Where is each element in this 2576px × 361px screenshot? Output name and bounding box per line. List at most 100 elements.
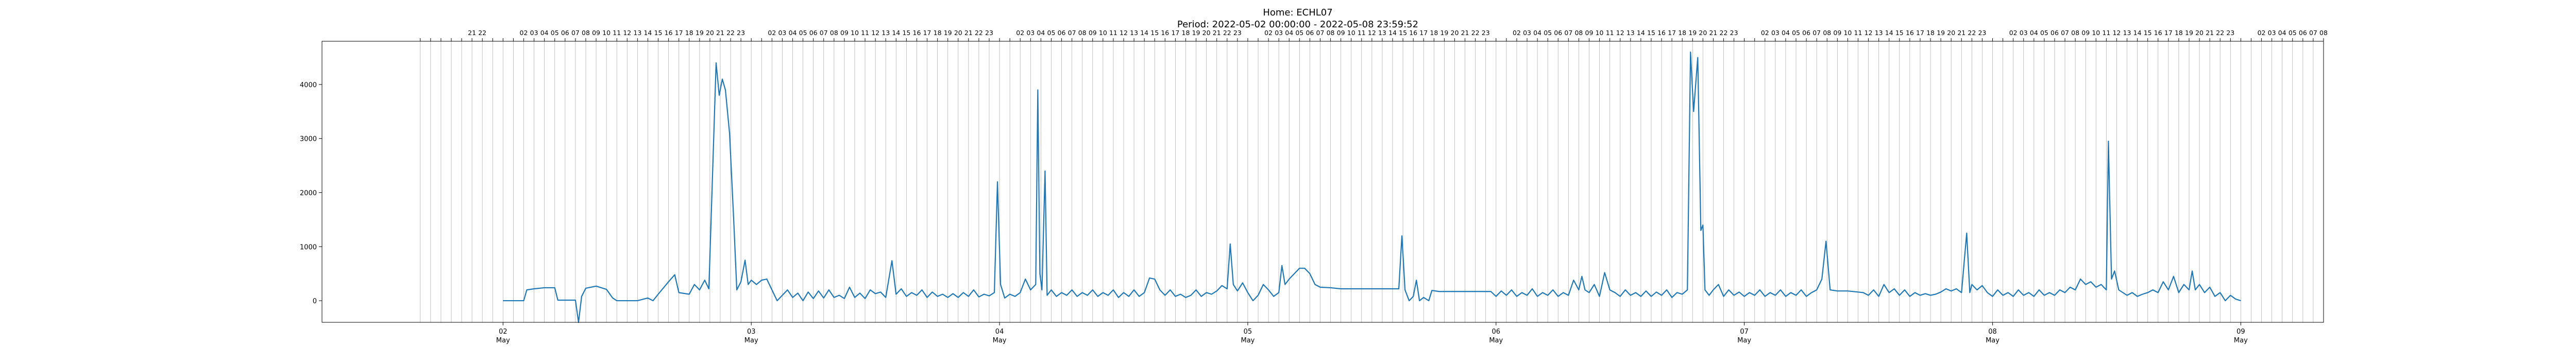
top-tick-label: 18: [2175, 29, 2183, 37]
top-tick-label: 17: [1419, 29, 1428, 37]
top-tick-label: 06: [1802, 29, 1810, 37]
top-tick-label: 18: [1182, 29, 1190, 37]
top-tick-label: 11: [1606, 29, 1614, 37]
chart-subtitle: Period: 2022-05-02 00:00:00 - 2022-05-08…: [1177, 19, 1418, 30]
top-tick-label: 07: [1564, 29, 1572, 37]
top-tick-label: 21: [1709, 29, 1717, 37]
top-tick-label: 23: [1978, 29, 1986, 37]
top-tick-label: 09: [592, 29, 600, 37]
top-tick-label: 12: [1368, 29, 1376, 37]
top-tick-label: 11: [2102, 29, 2110, 37]
top-tick-label: 08: [2071, 29, 2079, 37]
top-tick-label: 15: [2144, 29, 2152, 37]
top-tick-label: 22: [726, 29, 735, 37]
top-tick-label: 18: [934, 29, 942, 37]
top-tick-label: 19: [1192, 29, 1200, 37]
top-tick-label: 02: [2009, 29, 2018, 37]
top-tick-label: 20: [1202, 29, 1211, 37]
top-tick-label: 13: [882, 29, 890, 37]
top-tick-label: 05: [551, 29, 559, 37]
top-tick-label: 08: [1327, 29, 1335, 37]
y-tick-label: 1000: [300, 243, 317, 251]
top-tick-label: 21: [716, 29, 724, 37]
top-tick-label: 03: [2268, 29, 2276, 37]
y-tick-label: 2000: [300, 189, 317, 197]
top-tick-label: 11: [1854, 29, 1862, 37]
top-tick-label: 04: [789, 29, 797, 37]
top-tick-label: 15: [902, 29, 910, 37]
top-tick-label: 05: [2040, 29, 2048, 37]
top-tick-label: 15: [654, 29, 663, 37]
top-tick-label: 20: [1947, 29, 1955, 37]
top-tick-label: 06: [1554, 29, 1562, 37]
top-tick-label: 09: [840, 29, 849, 37]
top-tick-label: 03: [1523, 29, 1531, 37]
top-tick-label: 05: [1792, 29, 1800, 37]
top-tick-label: 06: [1306, 29, 1314, 37]
top-tick-label: 18: [1926, 29, 1935, 37]
top-tick-label: 09: [1089, 29, 1097, 37]
top-tick-label: 04: [1782, 29, 1790, 37]
top-tick-label: 02: [1761, 29, 1769, 37]
x-tick-day-label: 09: [2236, 328, 2245, 336]
top-tick-label: 08: [582, 29, 590, 37]
top-tick-label: 03: [1026, 29, 1035, 37]
top-tick-label: 18: [1678, 29, 1686, 37]
top-tick-label: 15: [1895, 29, 1904, 37]
top-tick-label: 05: [1295, 29, 1303, 37]
top-tick-label: 14: [1637, 29, 1645, 37]
top-tick-label: 03: [1275, 29, 1283, 37]
top-tick-label: 02: [520, 29, 528, 37]
top-tick-label: 20: [1699, 29, 1707, 37]
series-line: [503, 51, 2241, 323]
top-tick-label: 02: [1016, 29, 1024, 37]
top-tick-label: 22: [478, 29, 486, 37]
top-tick-label: 03: [1771, 29, 1780, 37]
top-tick-label: 11: [1358, 29, 1366, 37]
top-tick-label: 23: [1233, 29, 1242, 37]
top-tick-label: 10: [1843, 29, 1852, 37]
y-tick-label: 4000: [300, 81, 317, 89]
top-tick-label: 06: [2299, 29, 2307, 37]
x-axis-top: 21 22 02 03 04 05 06 07 08 09 10 11 12 13 14 15 16 17 18 19…: [420, 29, 2328, 41]
x-tick-month-label: May: [496, 337, 510, 344]
top-tick-label: 08: [1574, 29, 1583, 37]
top-tick-label: 12: [871, 29, 879, 37]
top-tick-label: 14: [1885, 29, 1893, 37]
top-tick-label: 22: [1471, 29, 1480, 37]
top-tick-label: 22: [1223, 29, 1231, 37]
top-tick-label: 19: [696, 29, 704, 37]
top-tick-label: 10: [1099, 29, 1107, 37]
x-tick-day-label: 06: [1492, 328, 1501, 336]
top-tick-label: 09: [1585, 29, 1594, 37]
top-tick-label: 16: [1906, 29, 1914, 37]
top-tick-label: 19: [1688, 29, 1697, 37]
top-tick-label: 13: [1875, 29, 1883, 37]
top-tick-label: 04: [1285, 29, 1293, 37]
top-tick-label: 04: [2030, 29, 2038, 37]
top-tick-label: 13: [633, 29, 641, 37]
top-tick-label: 15: [1399, 29, 1407, 37]
top-tick-label: 15: [1150, 29, 1159, 37]
y-tick-label: 0: [313, 298, 317, 305]
top-tick-label: 18: [685, 29, 693, 37]
top-tick-label: 19: [944, 29, 952, 37]
top-tick-label: 02: [2258, 29, 2266, 37]
top-tick-label: 09: [1337, 29, 1345, 37]
top-tick-label: 11: [861, 29, 869, 37]
top-tick-label: 10: [1596, 29, 1604, 37]
top-tick-label: 07: [2309, 29, 2317, 37]
top-tick-label: 20: [954, 29, 962, 37]
top-tick-label: 12: [623, 29, 631, 37]
top-tick-label: 08: [2319, 29, 2328, 37]
top-tick-label: 21: [468, 29, 476, 37]
top-tick-label: 18: [1430, 29, 1438, 37]
top-tick-label: 23: [2226, 29, 2234, 37]
x-tick-month-label: May: [1986, 337, 1999, 344]
top-tick-label: 07: [820, 29, 828, 37]
top-tick-label: 14: [1140, 29, 1148, 37]
top-tick-label: 06: [809, 29, 818, 37]
top-tick-label: 11: [613, 29, 621, 37]
